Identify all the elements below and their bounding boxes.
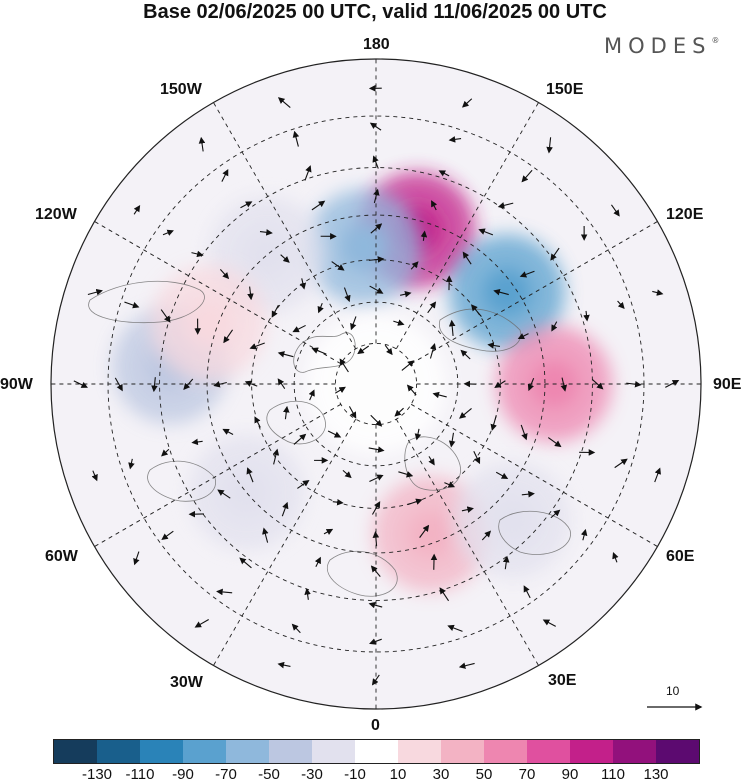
- colorbar-swatch-4: [226, 740, 269, 763]
- anomaly-core-8: [243, 231, 291, 279]
- colorbar-tick-0: -130: [82, 766, 112, 783]
- vector-reference-arrow: [645, 686, 705, 716]
- lon-label-150e: 150E: [546, 81, 583, 99]
- colorbar-swatch-5: [269, 740, 312, 763]
- colorbar: [53, 739, 700, 764]
- anomaly-core-5: [407, 510, 455, 558]
- colorbar-swatch-7: [355, 740, 398, 763]
- colorbar-swatch-3: [183, 740, 226, 763]
- colorbar-tick-8: 30: [433, 766, 450, 783]
- colorbar-tick-4: -50: [258, 766, 280, 783]
- anomaly-core-1: [340, 223, 388, 271]
- colorbar-tick-10: 70: [519, 766, 536, 783]
- colorbar-tick-12: 110: [601, 766, 625, 783]
- lon-label-120e: 120E: [666, 206, 703, 224]
- lon-label-150w: 150W: [160, 81, 202, 99]
- colorbar-swatch-1: [97, 740, 140, 763]
- colorbar-swatch-0: [54, 740, 97, 763]
- colorbar-tick-6: -10: [344, 766, 366, 783]
- lon-label-90e: 90E: [713, 376, 741, 394]
- lon-label-120w: 120W: [35, 206, 77, 224]
- colorbar-tick-11: 90: [562, 766, 579, 783]
- lon-label-30w: 30W: [170, 674, 203, 692]
- lon-label-180: 180: [363, 36, 390, 54]
- lon-label-30e: 30E: [548, 672, 576, 690]
- lon-label-60w: 60W: [45, 548, 78, 566]
- colorbar-swatch-13: [613, 740, 656, 763]
- colorbar-tick-13: 130: [643, 766, 668, 783]
- map-disk: [51, 59, 701, 709]
- colorbar-tick-7: 10: [390, 766, 407, 783]
- colorbar-swatch-12: [570, 740, 613, 763]
- colorbar-tick-2: -90: [172, 766, 194, 783]
- colorbar-tick-3: -70: [215, 766, 237, 783]
- colorbar-tick-1: -110: [126, 766, 155, 783]
- colorbar-swatch-8: [398, 740, 441, 763]
- colorbar-tick-labels: -130 -110 -90 -70 -50 -30 -10 10 30 50 70 90 110 130: [0, 766, 750, 784]
- colorbar-swatch-10: [484, 740, 527, 763]
- anomaly-core-7: [223, 469, 271, 517]
- colorbar-swatch-14: [656, 740, 699, 763]
- lon-label-90w: 90W: [0, 376, 33, 394]
- colorbar-tick-9: 50: [476, 766, 493, 783]
- colorbar-swatch-6: [312, 740, 355, 763]
- colorbar-swatch-2: [140, 740, 183, 763]
- lon-label-0: 0: [371, 717, 380, 735]
- colorbar-swatch-9: [441, 740, 484, 763]
- lon-label-60e: 60E: [666, 548, 694, 566]
- colorbar-swatch-11: [527, 740, 570, 763]
- colorbar-tick-5: -30: [301, 766, 323, 783]
